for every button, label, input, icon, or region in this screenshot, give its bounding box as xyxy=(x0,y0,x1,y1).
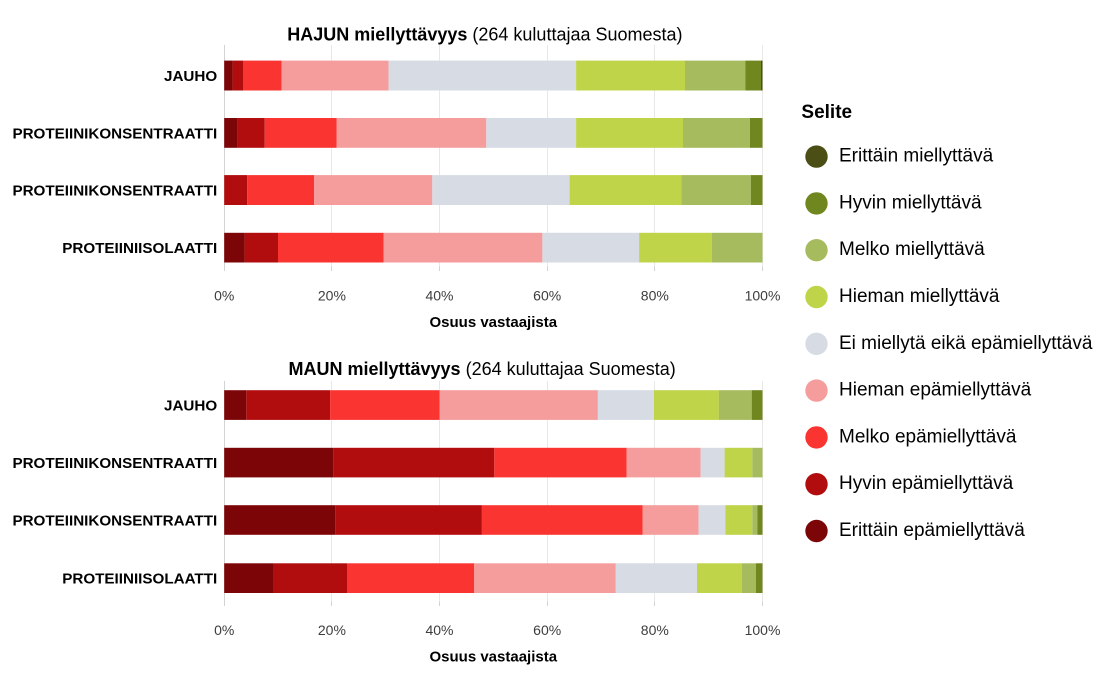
svg-text:Selite: Selite xyxy=(801,102,852,123)
svg-text:JAUHO: JAUHO xyxy=(164,397,217,414)
svg-text:Hyvin miellyttävä: Hyvin miellyttävä xyxy=(839,192,982,213)
svg-text:80%: 80% xyxy=(641,622,669,638)
svg-text:Osuus vastaajista: Osuus vastaajista xyxy=(430,314,558,331)
svg-text:Erittäin epämiellyttävä: Erittäin epämiellyttävä xyxy=(839,520,1025,541)
svg-text:Hieman epämiellyttävä: Hieman epämiellyttävä xyxy=(839,380,1032,401)
svg-text:80%: 80% xyxy=(641,288,669,304)
svg-text:100%: 100% xyxy=(745,622,781,638)
svg-text:100%: 100% xyxy=(745,288,781,304)
svg-text:40%: 40% xyxy=(425,622,453,638)
svg-text:MAUN miellyttävyys (264 kulutt: MAUN miellyttävyys (264 kuluttajaa Suome… xyxy=(289,359,676,379)
svg-text:60%: 60% xyxy=(533,288,561,304)
svg-text:PROTEIINIKONSENTRAATTI: PROTEIINIKONSENTRAATTI xyxy=(12,125,217,142)
svg-text:Hyvin epämiellyttävä: Hyvin epämiellyttävä xyxy=(839,473,1014,494)
svg-text:Osuus vastaajista: Osuus vastaajista xyxy=(430,649,558,666)
svg-text:Ei miellytä eikä epämiellyttäv: Ei miellytä eikä epämiellyttävä xyxy=(839,333,1093,354)
svg-text:Erittäin miellyttävä: Erittäin miellyttävä xyxy=(839,146,994,167)
svg-text:Melko epämiellyttävä: Melko epämiellyttävä xyxy=(839,426,1017,447)
svg-text:PROTEIINIKONSENTRAATTI: PROTEIINIKONSENTRAATTI xyxy=(12,182,217,199)
svg-text:JAUHO: JAUHO xyxy=(164,68,217,85)
svg-text:PROTEIINIKONSENTRAATTI: PROTEIINIKONSENTRAATTI xyxy=(12,455,217,472)
svg-text:PROTEIINIISOLAATTI: PROTEIINIISOLAATTI xyxy=(62,240,217,257)
svg-text:0%: 0% xyxy=(214,622,234,638)
svg-text:60%: 60% xyxy=(533,622,561,638)
svg-text:Melko miellyttävä: Melko miellyttävä xyxy=(839,239,985,260)
svg-text:Hieman miellyttävä: Hieman miellyttävä xyxy=(839,286,1000,307)
svg-text:40%: 40% xyxy=(425,288,453,304)
svg-text:0%: 0% xyxy=(214,288,234,304)
svg-text:PROTEIINIISOLAATTI: PROTEIINIISOLAATTI xyxy=(62,571,217,588)
svg-text:20%: 20% xyxy=(318,622,346,638)
svg-text:20%: 20% xyxy=(318,288,346,304)
svg-text:HAJUN miellyttävyys (264 kulut: HAJUN miellyttävyys (264 kuluttajaa Suom… xyxy=(287,25,682,45)
svg-text:PROTEIINIKONSENTRAATTI: PROTEIINIKONSENTRAATTI xyxy=(12,512,217,529)
